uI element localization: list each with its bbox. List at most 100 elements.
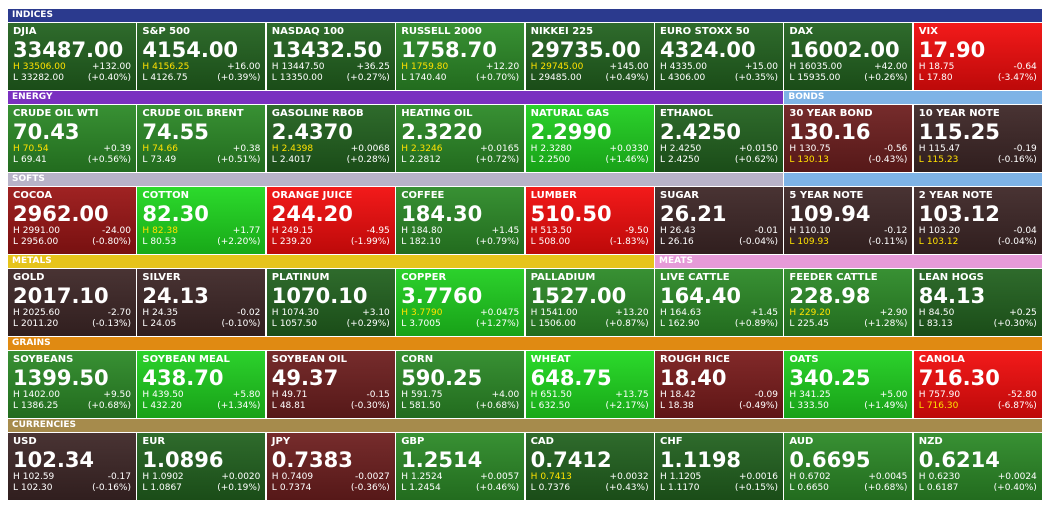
high-value: 115.47 (928, 144, 961, 154)
change-value: -4.95 (366, 226, 390, 236)
low-line: L 73.49 (+0.51%) (142, 155, 260, 166)
change-value: +2.90 (879, 308, 908, 318)
low-group: L 239.20 (272, 237, 312, 248)
percent-change: (+1.46%) (605, 155, 649, 165)
change-value: +3.10 (362, 308, 390, 318)
ticker-name: ROUGH RICE (660, 354, 730, 365)
high-group: H 341.25 (789, 390, 830, 401)
low-value: 239.20 (279, 237, 312, 247)
high-label: H (401, 226, 408, 236)
high-label: H (660, 226, 667, 236)
high-label: H (271, 472, 279, 482)
high-group: H 18.75 (919, 62, 955, 73)
low-line: L 581.50 (+0.68%) (401, 401, 519, 412)
high-label: H (918, 390, 926, 400)
high-group: H 229.20 (789, 308, 830, 319)
ticker-price: 115.25 (918, 120, 1000, 144)
ticker-name: NASDAQ 100 (271, 26, 345, 37)
ticker-price: 24.13 (142, 284, 209, 308)
percent-change: (+0.28%) (346, 155, 390, 165)
high-line: H 249.15 -4.95 (272, 226, 390, 237)
ticker-name: SOYBEAN MEAL (142, 354, 230, 365)
high-label: H (271, 308, 279, 318)
ticker-name: LUMBER (530, 190, 577, 201)
low-line: L 0.7374 (-0.36%) (272, 483, 390, 494)
low-group: L 130.13 (789, 155, 829, 166)
change-value: +0.0150 (738, 144, 778, 154)
percent-change: (+2.20%) (217, 237, 261, 247)
high-value: 49.71 (281, 390, 308, 400)
low-line: L 2.4250 (+0.62%) (660, 155, 778, 166)
low-group: L 2011.20 (13, 319, 58, 330)
high-line: H 1.0902 +0.0020 (142, 472, 260, 483)
high-label: H (660, 308, 667, 318)
high-label: H (918, 144, 926, 154)
change-value: +0.38 (232, 144, 261, 154)
low-label: L (142, 319, 148, 329)
change-value: +0.0045 (868, 472, 908, 482)
ticker-tile: 2 YEAR NOTE 103.12 H 103.20 -0.04 L 103.12 (-0.… (913, 187, 1042, 254)
low-label: L (271, 483, 277, 493)
low-line: L 109.93 (-0.11%) (789, 237, 907, 248)
low-group: L 80.53 (142, 237, 176, 248)
low-label: L (142, 73, 148, 83)
change-value: +16.00 (227, 62, 261, 72)
percent-change: (+2.17%) (605, 401, 649, 411)
low-group: L 13350.00 (272, 73, 323, 84)
ticker-price: 1.1198 (660, 448, 742, 472)
ticker-price: 109.94 (789, 202, 871, 226)
high-line: H 0.6702 +0.0045 (789, 472, 907, 483)
ticker-tile: SOYBEAN MEAL 438.70 H 439.50 +5.80 L 432.20 (+1… (137, 351, 266, 418)
low-label: L (660, 483, 666, 493)
section-header: BONDS (784, 91, 1042, 104)
change-value: -0.01 (754, 226, 778, 236)
percent-change: (+0.49%) (605, 73, 649, 83)
high-group: H 2.3246 (401, 144, 442, 155)
high-line: H 0.6230 +0.0024 (919, 472, 1037, 483)
low-value: 716.30 (926, 401, 959, 411)
low-label: L (530, 237, 536, 247)
ticker-name: 10 YEAR NOTE (918, 108, 1000, 119)
change-value: -0.19 (1013, 144, 1037, 154)
high-line: H 591.75 +4.00 (401, 390, 519, 401)
high-label: H (918, 62, 926, 72)
low-value: 2.4017 (279, 155, 312, 165)
low-line: L 18.38 (-0.49%) (660, 401, 778, 412)
low-value: 69.41 (21, 155, 47, 165)
low-value: 162.90 (668, 319, 700, 329)
high-group: H 1.1205 (660, 472, 701, 483)
high-line: H 115.47 -0.19 (919, 144, 1037, 155)
ticker-name: S&P 500 (142, 26, 190, 37)
change-value: +1.77 (232, 226, 261, 236)
percent-change: (+0.40%) (993, 483, 1037, 493)
low-group: L 69.41 (13, 155, 47, 166)
low-value: 0.7374 (279, 483, 312, 493)
low-value: 2.2500 (538, 155, 571, 165)
ticker-tile: NASDAQ 100 13432.50 H 13447.50 +36.25 L 13350.… (266, 23, 395, 90)
high-value: 1074.30 (281, 308, 319, 318)
change-value: +0.0016 (738, 472, 778, 482)
high-label: H (789, 62, 797, 72)
low-line: L 2.4017 (+0.28%) (272, 155, 390, 166)
ticker-name: COTTON (142, 190, 189, 201)
ticker-tile: CAD 0.7412 H 0.7413 +0.0032 L 0.7376 (+0.43%) (525, 433, 654, 500)
low-group: L 4126.75 (142, 73, 187, 84)
low-label: L (789, 237, 795, 247)
low-line: L 0.6650 (+0.68%) (789, 483, 907, 494)
low-value: 26.16 (668, 237, 694, 247)
section-header: MEATS (655, 255, 1042, 268)
ticker-tile: PALLADIUM 1527.00 H 1541.00 +13.20 L 1506.00 (+… (525, 269, 654, 336)
percent-change: (+0.56%) (87, 155, 131, 165)
high-line: H 16035.00 +42.00 (789, 62, 907, 73)
low-value: 24.05 (150, 319, 177, 329)
low-label: L (918, 401, 924, 411)
ticker-tile: USD 102.34 H 102.59 -0.17 L 102.30 (-0.16%) (8, 433, 136, 500)
ticker-price: 29735.00 (530, 38, 641, 62)
low-value: 1.2454 (409, 483, 441, 493)
high-value: 1.0902 (152, 472, 184, 482)
ticker-price: 74.55 (142, 120, 209, 144)
low-group: L 0.6187 (919, 483, 959, 494)
change-value: +0.25 (1009, 308, 1037, 318)
low-group: L 15935.00 (789, 73, 840, 84)
